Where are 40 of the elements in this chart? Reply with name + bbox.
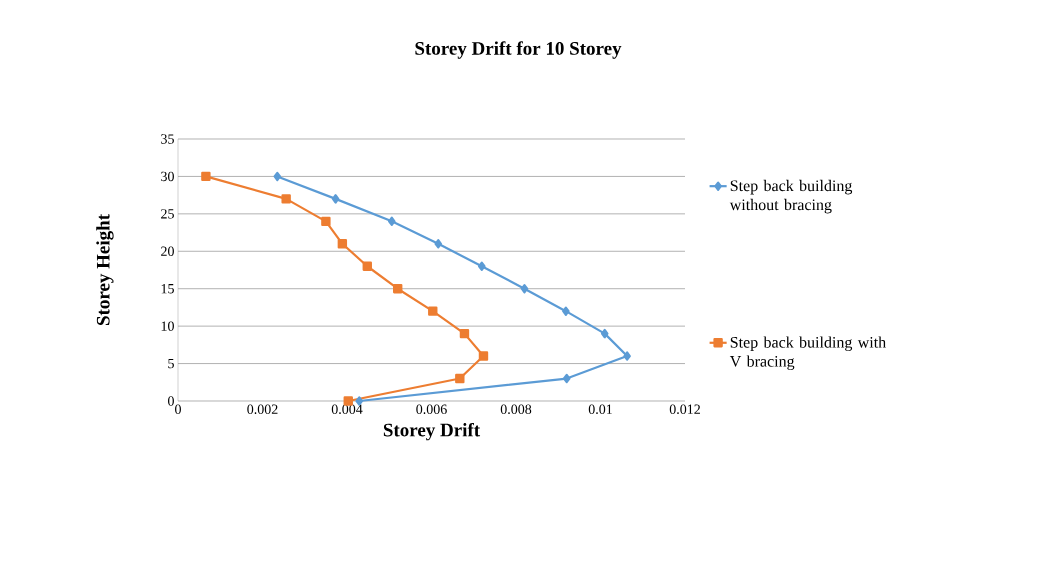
point bbox=[477, 261, 486, 271]
x-tick-label: 0.008 bbox=[500, 404, 532, 415]
y-tick-label: 5 bbox=[168, 358, 174, 369]
point bbox=[623, 351, 631, 361]
point bbox=[281, 194, 291, 204]
point bbox=[362, 261, 372, 271]
y-tick-label: 35 bbox=[161, 134, 174, 144]
legend-label: Step back building without bracing bbox=[729, 179, 853, 214]
point bbox=[600, 328, 609, 339]
y-tick-label: 20 bbox=[161, 246, 174, 257]
chart-title: Storey Drift for 10 Storey bbox=[415, 41, 622, 59]
point bbox=[455, 373, 465, 384]
y-axis-title: Storey Height bbox=[96, 214, 114, 326]
point bbox=[562, 306, 570, 316]
y-tick-label: 25 bbox=[161, 209, 174, 219]
x-tick-label: 0.006 bbox=[416, 404, 447, 415]
x-tick-label: 0.012 bbox=[669, 404, 700, 415]
point bbox=[428, 306, 438, 316]
point bbox=[321, 216, 331, 227]
point bbox=[273, 171, 282, 182]
x-tick-label: 0.004 bbox=[331, 404, 363, 415]
point bbox=[393, 284, 403, 294]
point bbox=[337, 239, 348, 249]
point bbox=[387, 216, 396, 227]
point bbox=[434, 239, 443, 249]
point bbox=[459, 328, 470, 339]
point bbox=[562, 373, 571, 384]
point bbox=[520, 284, 529, 294]
point bbox=[478, 351, 489, 361]
x-tick-label: 0 bbox=[175, 404, 181, 414]
y-tick-label: 10 bbox=[161, 321, 174, 331]
x-tick-label: 0.002 bbox=[247, 404, 278, 415]
point bbox=[331, 194, 340, 204]
x-axis-title: Storey Drift bbox=[383, 422, 481, 441]
point bbox=[201, 171, 211, 182]
y-tick-label: 15 bbox=[161, 284, 174, 294]
legend-label: Step back building with V bracing bbox=[729, 336, 886, 371]
y-tick-label: 0 bbox=[168, 396, 174, 406]
y-tick-label: 30 bbox=[161, 171, 174, 182]
x-tick-label: 0.01 bbox=[588, 404, 612, 415]
